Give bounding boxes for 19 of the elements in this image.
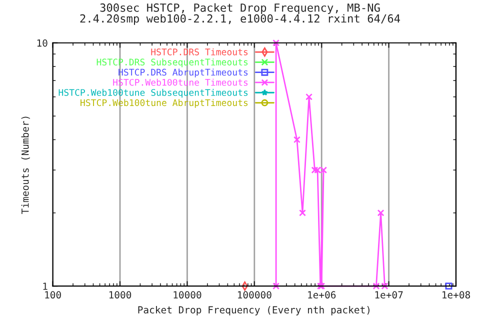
x-tick-label: 1e+08 bbox=[442, 291, 470, 299]
y-axis-title: Timeouts (Number) bbox=[21, 116, 30, 214]
x-axis-title: Packet Drop Frequency (Every nth packet) bbox=[138, 306, 370, 316]
legend-label: HSTCP.DRS AbruptTimeouts bbox=[118, 68, 248, 78]
chart-subtitle: 2.4.20smp web100-2.2.1, e1000-4.4.12 rxint 64/64 bbox=[80, 14, 400, 25]
y-tick-label: 10 bbox=[37, 39, 48, 47]
x-tick-label: 10000 bbox=[174, 291, 202, 299]
legend-label: HSTCP.DRS SubsequentTimeouts bbox=[96, 58, 248, 68]
x-tick-label: 100 bbox=[45, 291, 61, 299]
legend-label: HSTCP.Web100tune AbruptTimeouts bbox=[80, 99, 248, 108]
x-tick-label: 1e+06 bbox=[308, 291, 336, 299]
x-tick-label: 1000 bbox=[109, 291, 132, 299]
legend-label: HSTCP.DRS Timeouts bbox=[151, 48, 248, 56]
legend-label: HSTCP.Web100tune SubsequentTimeouts bbox=[58, 88, 248, 98]
legend-label: HSTCP.Web100tune Timeouts bbox=[113, 78, 248, 86]
y-tick-label: 1 bbox=[43, 282, 48, 290]
x-tick-label: 1e+07 bbox=[375, 291, 403, 299]
chart-title: 300sec HSTCP, Packet Drop Frequency, MB-NG bbox=[100, 3, 380, 14]
x-tick-label: 100000 bbox=[238, 291, 272, 299]
